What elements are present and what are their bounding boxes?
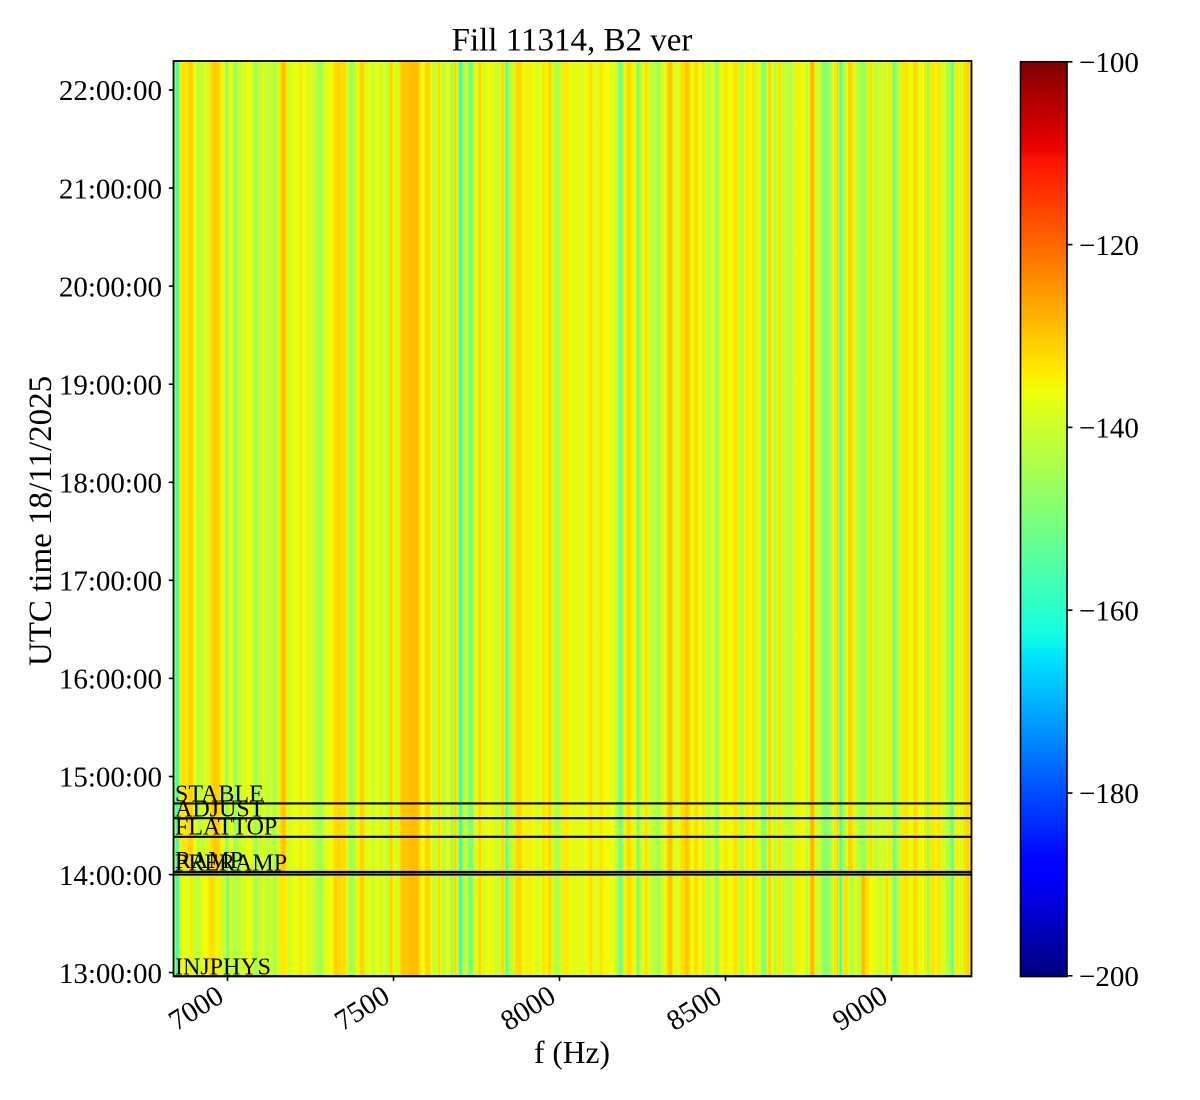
svg-text:ADJUST: ADJUST (175, 797, 265, 823)
svg-text:17:00:00: 17:00:00 (59, 566, 162, 598)
svg-text:19:00:00: 19:00:00 (59, 369, 162, 401)
svg-text:13:00:00: 13:00:00 (59, 958, 162, 990)
svg-text:INJPHYS: INJPHYS (175, 954, 271, 980)
svg-text:STABLE: STABLE (175, 782, 264, 808)
svg-text:−140: −140 (1079, 413, 1139, 445)
svg-text:Fill 11314, B2 ver: Fill 11314, B2 ver (452, 23, 693, 59)
svg-text:18:00:00: 18:00:00 (59, 468, 162, 500)
svg-text:UTC time 18/11/2025: UTC time 18/11/2025 (23, 376, 59, 666)
svg-text:15:00:00: 15:00:00 (59, 762, 162, 794)
svg-text:FLATTOP: FLATTOP (175, 815, 277, 841)
svg-text:21:00:00: 21:00:00 (59, 173, 162, 205)
svg-text:−160: −160 (1079, 595, 1139, 627)
svg-text:16:00:00: 16:00:00 (59, 664, 162, 696)
svg-text:−200: −200 (1079, 961, 1139, 993)
svg-text:−180: −180 (1079, 778, 1139, 810)
svg-text:20:00:00: 20:00:00 (59, 271, 162, 303)
svg-text:−120: −120 (1079, 230, 1139, 262)
svg-text:14:00:00: 14:00:00 (59, 860, 162, 892)
svg-text:22:00:00: 22:00:00 (59, 75, 162, 107)
svg-text:RAMP: RAMP (175, 848, 243, 874)
svg-text:PRERAMP: PRERAMP (175, 851, 287, 877)
svg-text:f (Hz): f (Hz) (534, 1035, 610, 1070)
svg-text:−100: −100 (1079, 47, 1139, 79)
